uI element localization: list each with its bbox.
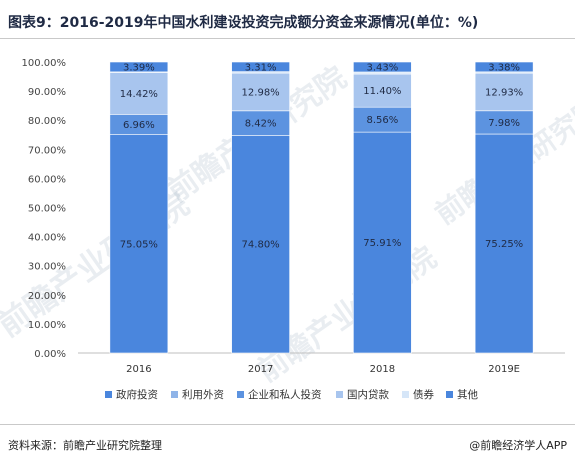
brand-credit: @前瞻经济学人APP <box>469 439 567 452</box>
x-tick-label: 2019E <box>488 364 520 375</box>
data-label: 3.39% <box>123 62 155 73</box>
legend-swatch <box>402 391 409 398</box>
data-label: 3.31% <box>245 62 277 73</box>
legend-label: 债券 <box>413 388 434 401</box>
legend-swatch <box>171 391 178 398</box>
chart-title: 图表9：2016-2019年中国水利建设投资完成额分资金来源情况(单位：%) <box>8 15 479 31</box>
y-tick-label: 80.00% <box>28 116 66 127</box>
y-tick-label: 10.00% <box>28 320 66 331</box>
y-tick-label: 30.00% <box>28 262 66 273</box>
stacked-bar-chart: 0.00% 10.00% 20.00% 30.00% 40.00% 50.00% 60.00… <box>22 58 565 401</box>
y-tick-label: 60.00% <box>28 174 66 185</box>
y-tick-label: 70.00% <box>28 145 66 156</box>
legend-label: 企业和私人投资 <box>248 388 322 401</box>
legend-label: 国内贷款 <box>347 388 389 401</box>
bars <box>109 61 534 354</box>
data-label: 3.43% <box>366 62 398 73</box>
x-axis: 2016 2017 2018 2019E <box>126 364 520 375</box>
bar-segment <box>109 72 169 115</box>
legend-label: 政府投资 <box>116 388 158 401</box>
legend-swatch <box>105 391 112 398</box>
bar-segment <box>109 134 169 354</box>
bar-segment <box>353 61 412 73</box>
legend-swatch <box>336 391 343 398</box>
data-label: 14.42% <box>120 89 158 100</box>
y-tick-label: 90.00% <box>28 87 66 98</box>
legend-label: 利用外资 <box>182 389 224 401</box>
y-tick-label: 50.00% <box>28 204 66 215</box>
data-label: 11.40% <box>363 86 401 97</box>
data-label: 74.80% <box>242 240 280 251</box>
data-label: 75.05% <box>120 239 158 250</box>
legend: 政府投资 利用外资 企业和私人投资 国内贷款 债券 其他 <box>105 388 478 401</box>
data-label: 3.38% <box>488 62 520 73</box>
data-label: 8.56% <box>366 115 398 126</box>
bar-segment <box>353 131 412 354</box>
bar-segment <box>474 133 534 354</box>
bar-segment <box>353 106 412 133</box>
data-label: 75.25% <box>485 239 523 250</box>
footer-divider <box>0 424 575 425</box>
data-label: 75.91% <box>363 238 401 249</box>
y-tick-label: 100.00% <box>22 58 67 69</box>
bar-segment <box>231 61 290 72</box>
data-label: 12.93% <box>485 87 523 98</box>
bar-segment <box>109 61 169 73</box>
data-label: 7.98% <box>488 118 520 129</box>
legend-label: 其他 <box>457 388 478 401</box>
bar-segment <box>474 72 534 112</box>
y-tick-label: 40.00% <box>28 233 66 244</box>
bar-segment <box>474 61 534 73</box>
legend-swatch <box>446 391 453 398</box>
data-label: 12.98% <box>242 87 280 98</box>
legend-swatch <box>237 391 244 398</box>
data-label: 6.96% <box>123 120 155 131</box>
data-label: 8.42% <box>245 119 277 130</box>
y-tick-label: 0.00% <box>34 349 66 360</box>
data-labels: 75.05% 6.96% 14.42% 3.39% 74.80% 8.42% 12.98% 3… <box>120 62 523 250</box>
x-tick-label: 2017 <box>248 364 273 375</box>
x-tick-label: 2018 <box>370 364 395 375</box>
x-tick-label: 2016 <box>126 364 151 375</box>
source-note: 资料来源：前瞻产业研究院整理 <box>8 439 162 452</box>
y-axis: 0.00% 10.00% 20.00% 30.00% 40.00% 50.00% 60.00… <box>22 58 67 360</box>
title-divider <box>0 38 575 39</box>
y-tick-label: 20.00% <box>28 291 66 302</box>
